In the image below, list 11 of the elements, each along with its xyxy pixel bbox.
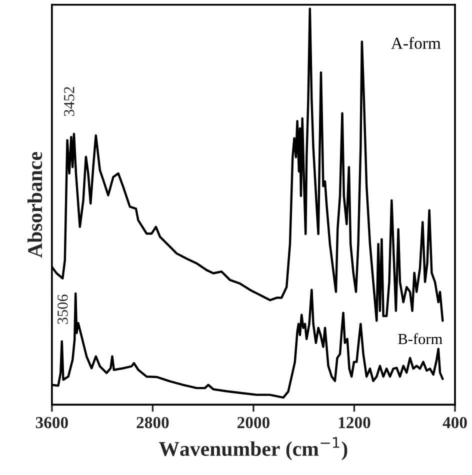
annotation: 3506	[58, 294, 68, 324]
x-tick-label: 3600	[36, 416, 68, 428]
x-tick-label: 2800	[136, 416, 169, 428]
annotation: 3452	[64, 87, 74, 116]
x-tick-label: 2000	[238, 416, 270, 428]
series-label: A-form	[391, 37, 441, 49]
series-label: B-form	[398, 333, 442, 344]
x-tick-label: 400	[442, 416, 467, 428]
y-axis-title: Absorbance	[27, 152, 42, 258]
x-axis-title: Wavenumber (cm$^{−1}$)	[158, 437, 348, 460]
x-tick-label: 1200	[338, 416, 370, 428]
